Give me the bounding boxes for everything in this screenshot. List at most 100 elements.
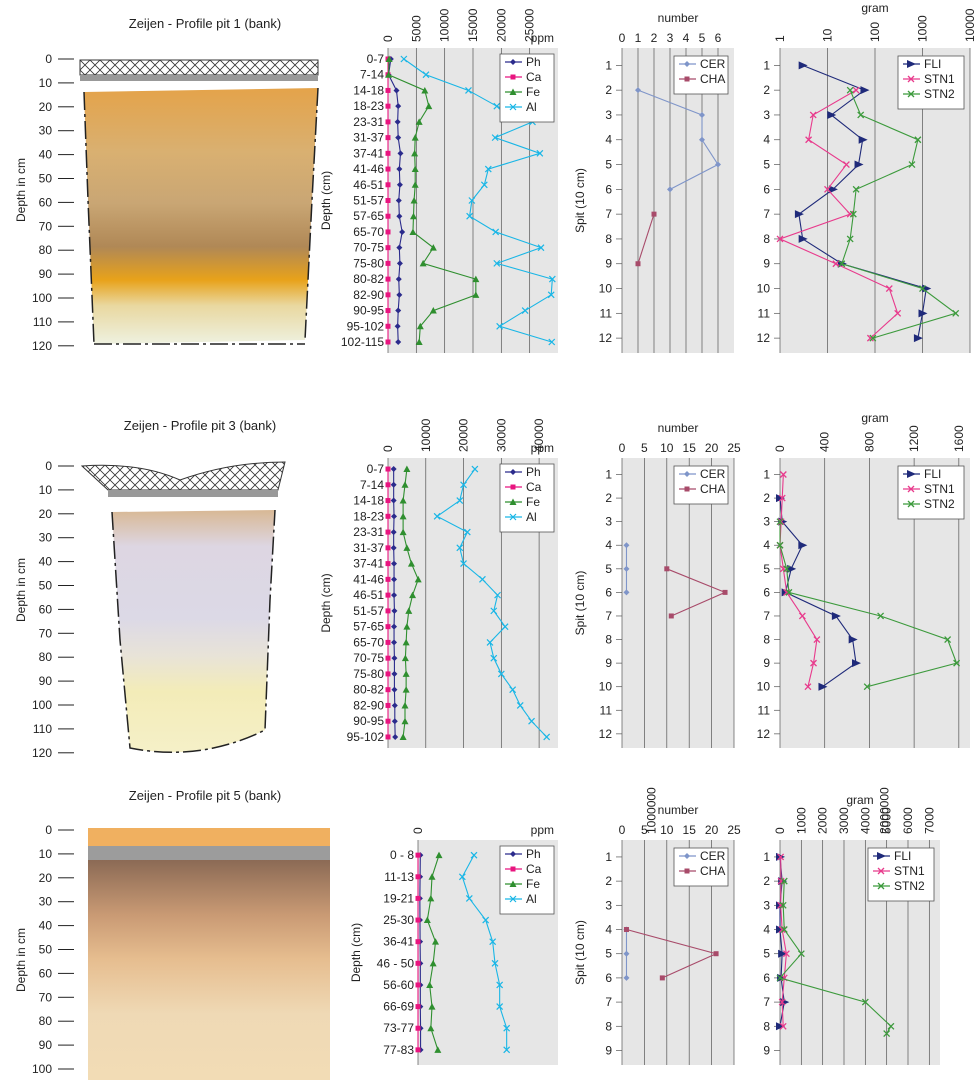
x-tick-label: 1200 [907, 425, 921, 452]
y-tick-label: 6 [605, 182, 612, 196]
depth-tick-label: 0 [45, 52, 52, 66]
x-tick-label: 20 [705, 823, 719, 837]
legend-label-Al: Al [526, 100, 537, 114]
mark-STN2 [877, 882, 885, 890]
y-tick-label: 10 [757, 680, 771, 694]
y-tick-label: 1 [605, 468, 612, 482]
series-line-Al [436, 468, 548, 738]
legend-label-Ph: Ph [526, 465, 541, 479]
mark-Ph [395, 103, 402, 110]
x-tick-label: 4 [683, 31, 690, 45]
category-label: 7-14 [360, 68, 384, 82]
mark-CER [635, 87, 641, 94]
y-tick-label: 11 [600, 306, 613, 320]
mark-STN1 [777, 518, 785, 526]
mark-CER [684, 853, 690, 859]
mark-Al [497, 670, 505, 678]
category-label: 18-23 [353, 509, 384, 523]
legend-label-STN1: STN1 [894, 864, 925, 878]
mark-Al [496, 981, 504, 989]
mark-Ph [391, 670, 398, 677]
mark-Ph [391, 686, 398, 693]
mark-Ca [385, 198, 391, 203]
y-tick-label: 5 [605, 947, 612, 961]
depth-tick-label: 90 [39, 674, 53, 688]
legend-box [673, 847, 729, 887]
x-tick-label: 25 [727, 823, 741, 837]
legend-label-Al: Al [526, 510, 537, 524]
x-tick-label: 5 [641, 823, 648, 837]
mark-Ph [510, 59, 516, 65]
y-tick-label: 7 [605, 995, 612, 1009]
mark-STN2 [849, 210, 857, 218]
mark-FLI [776, 925, 785, 934]
x-tick-label: 20000 [494, 8, 508, 42]
mark-STN1 [809, 111, 817, 119]
mark-CHA [713, 951, 719, 957]
legend-label-Ph: Ph [526, 55, 541, 69]
y-tick-label: 11 [758, 703, 771, 717]
category-label: 14-18 [353, 83, 384, 97]
mark-CHA [623, 927, 629, 933]
mark-Ph [391, 655, 398, 662]
mark-STN1 [866, 334, 874, 342]
mark-Ca [385, 608, 391, 614]
mark-Ca [385, 498, 391, 504]
chart-finds-number: 0 5 10 15 20 25 number 1 2 3 4 5 6 7 8 9 Spit (10 cm) CER… [573, 803, 741, 1065]
series-line-STN2 [779, 881, 892, 1034]
mark-Al [433, 512, 441, 520]
panel-title: gram [846, 793, 873, 807]
mark-Al [536, 149, 544, 157]
mark-FLI [778, 877, 788, 886]
x-tick-label: 7000 [922, 807, 936, 834]
depth-tick-label: 70 [39, 219, 53, 233]
mark-STN1 [894, 309, 902, 317]
mark-CHA [635, 261, 641, 267]
mark-STN1 [824, 185, 831, 193]
mark-Al [490, 607, 498, 615]
mark-Fe [410, 212, 417, 220]
depth-tick-label: 60 [39, 195, 53, 209]
x-tick-label: 20 [705, 441, 719, 455]
mark-FLI [858, 135, 868, 144]
y-tick-label: 9 [763, 1043, 770, 1057]
y-tick-label: 2 [605, 491, 612, 505]
mark-Fe [402, 670, 410, 677]
mark-Fe [405, 607, 413, 614]
category-label: 95-102 [347, 319, 385, 333]
mark-CER [623, 974, 630, 981]
y-tick-label: 10 [599, 680, 613, 694]
series-line-Fe [426, 854, 440, 1051]
series-line-FLI [779, 856, 785, 1027]
x-tick-label: 10000 [963, 8, 977, 42]
mark-CHA [684, 868, 690, 874]
category-label: 51-57 [353, 194, 384, 208]
mark-Ph [396, 181, 403, 188]
mark-Ca [385, 103, 391, 109]
mark-Fe [425, 102, 433, 110]
mark-STN2 [857, 111, 865, 119]
depth-tick-label: 10 [39, 847, 53, 861]
mark-Fe [401, 701, 409, 709]
x-tick-label: 5 [641, 441, 648, 455]
x-tick-label: 5000 [880, 807, 894, 834]
depth-tick-label: 30 [39, 895, 53, 909]
mark-Ph [391, 623, 398, 630]
category-label: 41-46 [353, 572, 384, 586]
mark-Ca [385, 87, 391, 93]
mark-FLI [828, 185, 838, 194]
mark-Fe [428, 1003, 436, 1010]
y-tick-label: 4 [605, 923, 612, 937]
mark-Fe [403, 465, 411, 473]
mark-Fe [435, 851, 443, 859]
mark-Fe [385, 71, 393, 78]
mark-Ca [415, 895, 421, 901]
mark-Ca [385, 576, 391, 582]
mark-STN2 [846, 86, 854, 94]
y-tick-label: 4 [763, 133, 770, 147]
mark-CER [684, 471, 690, 477]
mark-Fe [401, 481, 409, 488]
x-tick-label: 100 [868, 22, 882, 42]
legend-box [673, 465, 729, 505]
